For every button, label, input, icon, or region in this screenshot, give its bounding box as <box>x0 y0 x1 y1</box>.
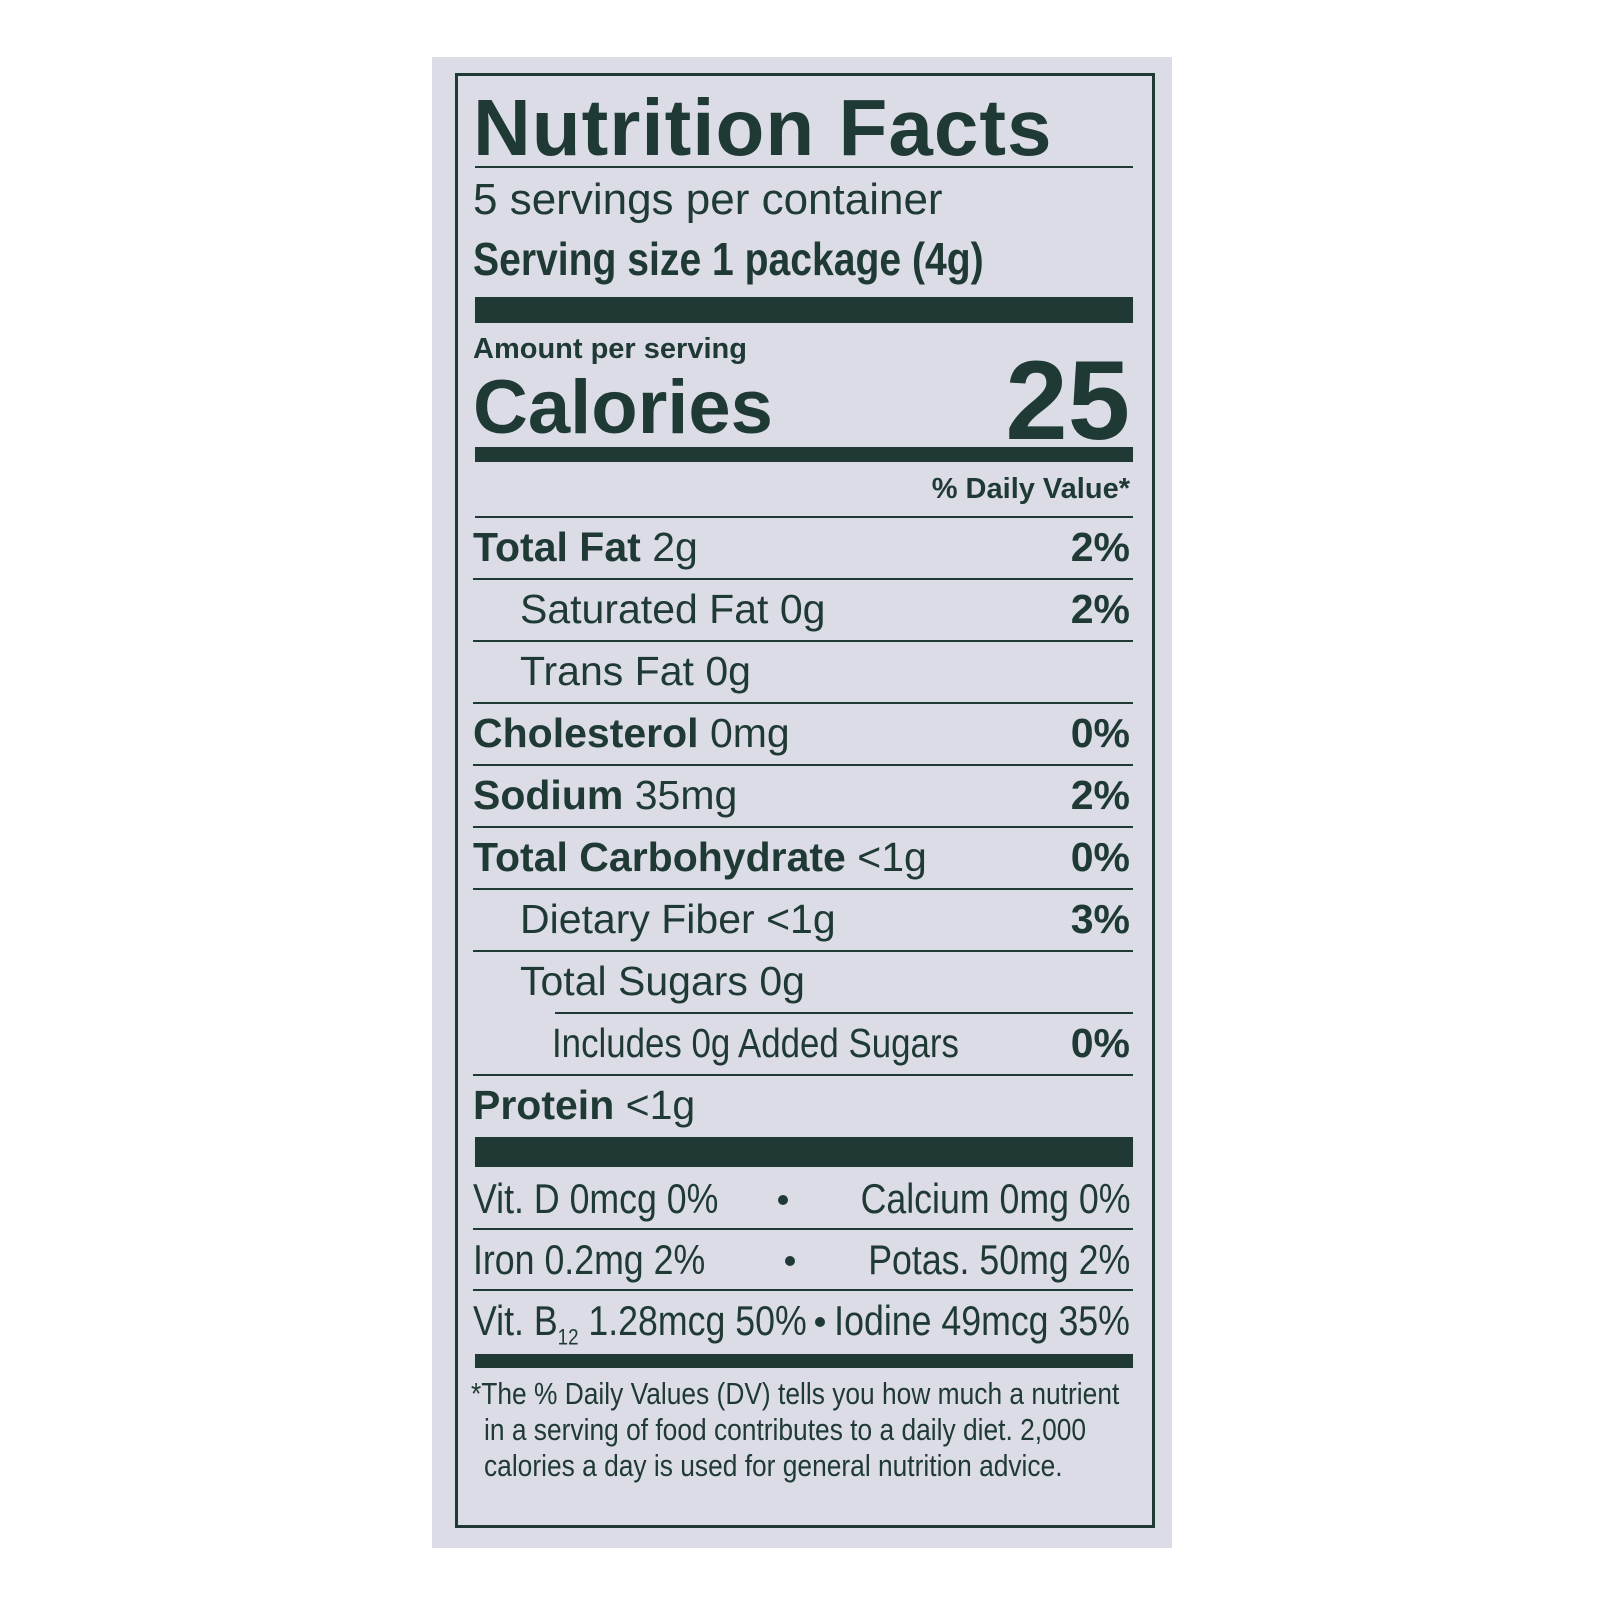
rule <box>473 950 1133 952</box>
vitamin-amount: 0.2mg <box>544 1236 644 1283</box>
vitamin-dv: 35% <box>1058 1297 1130 1344</box>
nutrient-dv: 0% <box>1070 1020 1130 1066</box>
rule <box>473 826 1133 828</box>
medium-bar <box>475 447 1133 462</box>
vitamin-amount: 1.28mcg <box>588 1297 726 1344</box>
nutrient-dv: 2% <box>1070 772 1130 818</box>
nutrient-name: Total Fat 2g <box>473 527 698 568</box>
vitamin-dv: 0% <box>1078 1175 1130 1222</box>
nutrient-name: Trans Fat 0g <box>520 651 751 692</box>
nutrient-dv: 2% <box>1070 524 1130 570</box>
vitamin-name: Vit. B <box>473 1297 558 1344</box>
thick-bar <box>475 297 1133 323</box>
nutrient-name: Total Sugars 0g <box>520 961 805 1002</box>
vitamin: Iron 0.2mg 2% <box>473 1239 705 1281</box>
rule <box>473 888 1133 890</box>
nutrient-amount: <1g <box>857 834 927 880</box>
nutrient-name: Sodium 35mg <box>473 775 737 816</box>
vitamin-amount: 0mg <box>999 1175 1069 1222</box>
bullet <box>785 1256 795 1266</box>
label-border <box>455 73 1155 1528</box>
vitamin-dv: 2% <box>653 1236 706 1283</box>
nutrient-label: Saturated Fat <box>520 586 769 632</box>
nutrient-label: Cholesterol <box>473 710 699 756</box>
nutrient-amount: <1g <box>766 896 836 942</box>
daily-value-header: % Daily Value* <box>931 473 1130 505</box>
nutrient-label: Total Fat <box>473 524 641 570</box>
nutrient-label: Includes 0g Added Sugars <box>552 1020 959 1066</box>
serving-size-value: 1 package (4g) <box>712 233 984 285</box>
nutrient-name: Dietary Fiber <1g <box>520 899 836 940</box>
vitamin-name: Iodine <box>834 1297 932 1344</box>
vitamin-name: Vit. D <box>473 1175 560 1222</box>
footnote-line: calories a day is used for general nutri… <box>484 1448 1063 1483</box>
nutrient-label: Total Carbohydrate <box>473 834 846 880</box>
footnote-line: in a serving of food contributes to a da… <box>484 1412 1087 1447</box>
calories-label: Calories <box>473 365 773 450</box>
nutrient-label: Trans Fat <box>520 648 694 694</box>
footnote-line: *The % Daily Values (DV) tells you how m… <box>471 1376 1120 1411</box>
rule <box>475 516 1133 518</box>
nutrient-dv: 2% <box>1070 586 1130 632</box>
rule <box>473 578 1133 580</box>
nutrient-dv: 0% <box>1070 710 1130 756</box>
medium-bar <box>475 1354 1133 1368</box>
rule <box>473 1289 1133 1291</box>
vitamin-amount: 0mcg <box>569 1175 657 1222</box>
nutrient-amount: 0g <box>705 648 751 694</box>
vitamin-amount: 49mcg <box>941 1297 1049 1344</box>
bullet <box>778 1195 788 1205</box>
nutrient-name: Protein <1g <box>473 1085 695 1126</box>
vitamin-name: Potas. <box>868 1236 970 1283</box>
vitamin-sub: 12 <box>557 1324 579 1350</box>
nutrient-label: Sodium <box>473 772 624 818</box>
vitamin-amount: 50mg <box>979 1236 1069 1283</box>
serving-size-label: Serving size <box>473 233 702 285</box>
nutrient-name: Saturated Fat 0g <box>520 589 825 630</box>
calories-value: 25 <box>1005 338 1130 463</box>
amount-per-serving: Amount per serving <box>473 333 747 365</box>
vitamin-name: Calcium <box>860 1175 990 1222</box>
vitamin-dv: 2% <box>1078 1236 1130 1283</box>
nutrient-label: Protein <box>473 1082 615 1128</box>
nutrient-name: Includes 0g Added Sugars <box>552 1023 959 1064</box>
nutrient-name: Total Carbohydrate <1g <box>473 837 927 878</box>
vitamin-dv: 0% <box>666 1175 719 1222</box>
vitamin: Potas. 50mg 2% <box>868 1239 1130 1281</box>
nutrient-amount: 0g <box>779 586 826 632</box>
nutrient-amount: 2g <box>652 524 698 570</box>
vitamin: Iodine 49mcg 35% <box>834 1300 1130 1342</box>
title: Nutrition Facts <box>473 83 1053 172</box>
vitamin: Calcium 0mg 0% <box>860 1178 1130 1220</box>
nutrient-amount: 0mg <box>709 710 790 756</box>
vitamin: Vit. B12 1.28mcg 50% <box>473 1300 807 1348</box>
nutrient-amount: 0g <box>759 958 805 1004</box>
bullet <box>815 1317 825 1327</box>
servings: 5 servings per container <box>473 175 943 224</box>
nutrient-label: Total Sugars <box>520 958 748 1004</box>
serving-size: Serving size 1 package (4g) <box>473 236 984 282</box>
rule <box>473 764 1133 766</box>
rule <box>475 166 1133 168</box>
rule <box>473 1074 1133 1076</box>
rule <box>473 640 1133 642</box>
vitamin-name: Iron <box>473 1236 535 1283</box>
thick-bar <box>475 1137 1133 1167</box>
vitamin-dv: 50% <box>735 1297 807 1344</box>
nutrient-amount: <1g <box>625 1082 696 1128</box>
nutrient-dv: 0% <box>1070 834 1130 880</box>
rule <box>555 1012 1133 1014</box>
nutrient-dv: 3% <box>1070 896 1130 942</box>
vitamin: Vit. D 0mcg 0% <box>473 1178 718 1220</box>
nutrient-label: Dietary Fiber <box>520 896 755 942</box>
rule <box>473 702 1133 704</box>
nutrient-amount: 35mg <box>634 772 738 818</box>
rule <box>473 1228 1133 1230</box>
nutrient-name: Cholesterol 0mg <box>473 713 790 754</box>
